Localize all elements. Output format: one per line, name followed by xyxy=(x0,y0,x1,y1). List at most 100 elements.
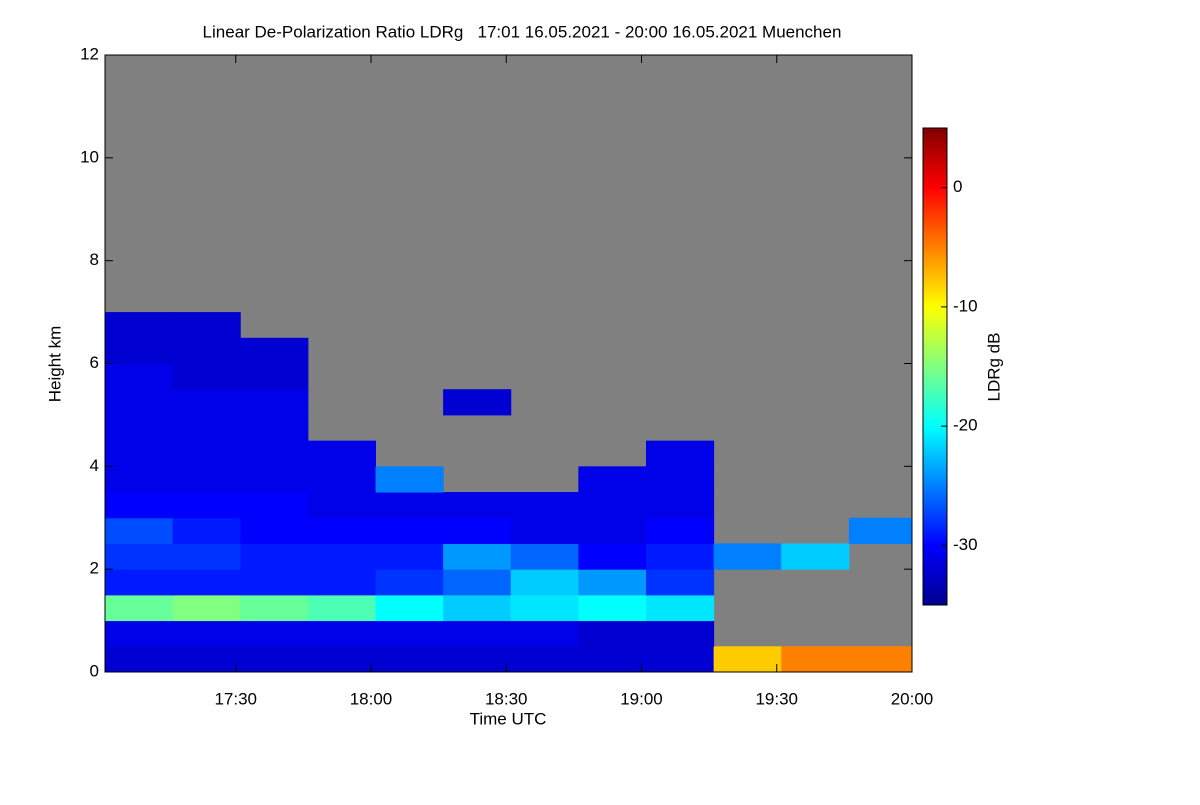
heatmap-cell xyxy=(646,594,715,622)
heatmap-cell xyxy=(848,517,913,544)
colorbar-tick-label: -10 xyxy=(953,296,978,315)
heatmap-cell xyxy=(375,620,444,647)
heatmap-cell xyxy=(578,594,647,622)
heatmap-cell xyxy=(307,517,377,544)
heatmap-cell xyxy=(172,389,241,416)
heatmap-cell xyxy=(443,646,512,673)
heatmap-cell xyxy=(375,466,444,493)
heatmap-cell xyxy=(240,389,309,416)
heatmap-cell xyxy=(172,492,241,519)
y-tick-label: 2 xyxy=(90,559,99,578)
y-tick-label: 10 xyxy=(80,147,99,166)
heatmap-cell xyxy=(375,492,444,519)
heatmap-cell xyxy=(105,440,174,467)
heatmap-cell xyxy=(105,543,174,570)
heatmap-cell xyxy=(646,492,715,519)
heatmap-cell xyxy=(713,543,782,570)
heatmap-cell xyxy=(240,337,309,364)
heatmap-cell xyxy=(240,492,309,519)
heatmap-cell xyxy=(105,466,174,493)
y-tick-label: 4 xyxy=(90,456,99,475)
heatmap-cell xyxy=(240,646,309,673)
heatmap-cell xyxy=(578,620,647,647)
heatmap-cell xyxy=(307,440,377,467)
heatmap-cell xyxy=(172,620,241,647)
heatmap-cell xyxy=(105,389,174,416)
heatmap-cell xyxy=(172,363,241,390)
x-tick-label: 19:00 xyxy=(620,689,663,708)
heatmap-cell xyxy=(105,363,174,390)
heatmap-cell xyxy=(443,543,512,570)
heatmap-cell xyxy=(375,646,444,673)
heatmap-cell xyxy=(240,620,309,647)
heatmap-cell xyxy=(578,543,647,570)
heatmap-cell xyxy=(443,620,512,647)
heatmap-cell xyxy=(240,440,309,467)
y-tick-label: 8 xyxy=(90,250,99,269)
heatmap-cell xyxy=(105,569,174,596)
heatmap-cell xyxy=(105,620,174,647)
heatmap-cell xyxy=(646,646,715,673)
heatmap-cell xyxy=(105,312,174,339)
y-tick-label: 0 xyxy=(90,661,99,680)
heatmap-cell xyxy=(578,492,647,519)
heatmap-cell xyxy=(240,517,309,544)
x-tick-label: 17:30 xyxy=(214,689,257,708)
heatmap-cell xyxy=(105,517,174,544)
heatmap-cell xyxy=(781,543,850,570)
heatmap-cell xyxy=(375,517,444,544)
heatmap-cell xyxy=(578,517,647,544)
heatmap-cell xyxy=(578,569,647,596)
y-tick-label: 12 xyxy=(80,44,99,63)
heatmap-cell xyxy=(307,620,377,647)
heatmap-cell xyxy=(307,466,377,493)
heatmap-cell xyxy=(510,594,579,622)
heatmap-cell xyxy=(510,620,579,647)
x-tick-label: 18:00 xyxy=(350,689,393,708)
heatmap-cell xyxy=(510,569,579,596)
heatmap-cell xyxy=(172,594,241,622)
colorbar xyxy=(922,127,948,606)
heatmap-cell xyxy=(307,569,377,596)
heatmap-cell xyxy=(307,492,377,519)
heatmap-cell xyxy=(646,440,715,467)
heatmap-cell xyxy=(105,492,174,519)
heatmap-cell xyxy=(105,414,174,442)
heatmap-cell xyxy=(307,543,377,570)
heatmap-cell xyxy=(172,517,241,544)
heatmap-cell xyxy=(510,543,579,570)
colorbar-tick-label: -30 xyxy=(953,535,978,554)
colorbar-tick-label: -20 xyxy=(953,416,978,435)
heatmap-cell xyxy=(578,466,647,493)
heatmap-cell xyxy=(443,517,512,544)
heatmap-cell xyxy=(375,569,444,596)
heatmap-cell xyxy=(510,517,579,544)
heatmap-cell xyxy=(307,646,377,673)
y-axis-label: Height km xyxy=(45,326,64,403)
x-axis-label: Time UTC xyxy=(470,709,547,728)
colorbar-label: LDRg dB xyxy=(984,333,1003,402)
heatmap-cell xyxy=(510,492,579,519)
heatmap-cell xyxy=(172,312,241,339)
heatmap-cell xyxy=(443,389,512,416)
heatmap-cell xyxy=(848,646,913,673)
heatmap-cell xyxy=(443,569,512,596)
heatmap-cell xyxy=(172,466,241,493)
heatmap-cell xyxy=(240,569,309,596)
heatmap-cell xyxy=(172,414,241,442)
heatmap-cell xyxy=(713,646,782,673)
heatmap-cell xyxy=(646,543,715,570)
heatmap-cell xyxy=(172,440,241,467)
heatmap-cell xyxy=(375,594,444,622)
heatmap-cell xyxy=(105,646,174,673)
heatmap-cell xyxy=(781,646,850,673)
heatmap-cell xyxy=(240,594,309,622)
heatmap-cell xyxy=(646,569,715,596)
heatmap-cell xyxy=(240,414,309,442)
heatmap-cell xyxy=(307,594,377,622)
heatmap-cell xyxy=(172,569,241,596)
heatmap-cell xyxy=(578,646,647,673)
heatmap-cell xyxy=(172,337,241,364)
heatmap-cell xyxy=(172,646,241,673)
